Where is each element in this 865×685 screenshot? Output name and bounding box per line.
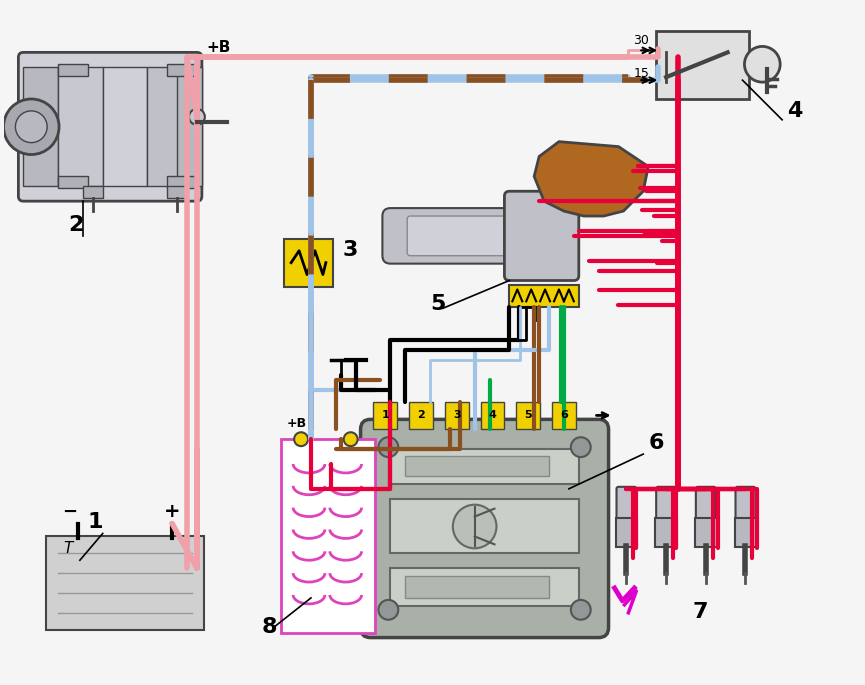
Bar xyxy=(516,401,540,429)
Circle shape xyxy=(3,99,59,155)
Text: −: − xyxy=(62,503,78,521)
Bar xyxy=(58,176,88,188)
Text: 4: 4 xyxy=(489,410,497,421)
Bar xyxy=(390,568,579,606)
Circle shape xyxy=(343,432,357,446)
Bar xyxy=(281,439,375,633)
Text: 7: 7 xyxy=(693,601,708,622)
Text: +B: +B xyxy=(207,40,231,55)
Bar xyxy=(58,64,88,76)
Text: 6: 6 xyxy=(648,433,663,453)
Text: 15: 15 xyxy=(633,67,650,80)
Bar xyxy=(374,401,397,429)
Text: 1: 1 xyxy=(381,410,389,421)
Circle shape xyxy=(571,437,591,457)
Text: 6: 6 xyxy=(560,410,567,421)
Circle shape xyxy=(453,505,497,548)
Text: 30: 30 xyxy=(633,34,650,47)
Text: 4: 4 xyxy=(787,101,803,121)
FancyBboxPatch shape xyxy=(616,518,638,547)
Bar xyxy=(167,186,187,198)
Bar xyxy=(58,67,103,186)
Bar xyxy=(509,286,579,308)
Bar xyxy=(405,576,549,598)
FancyBboxPatch shape xyxy=(657,487,676,521)
Circle shape xyxy=(379,437,398,457)
Bar xyxy=(405,456,549,476)
FancyBboxPatch shape xyxy=(734,518,756,547)
Circle shape xyxy=(16,111,48,142)
Circle shape xyxy=(379,600,398,620)
Bar xyxy=(167,64,197,76)
FancyBboxPatch shape xyxy=(655,518,677,547)
Polygon shape xyxy=(535,142,648,216)
Bar xyxy=(552,401,576,429)
Bar xyxy=(83,186,103,198)
FancyBboxPatch shape xyxy=(18,52,202,201)
FancyBboxPatch shape xyxy=(407,216,522,256)
Bar xyxy=(390,449,579,484)
Text: 2: 2 xyxy=(68,215,83,235)
Circle shape xyxy=(571,600,591,620)
FancyBboxPatch shape xyxy=(504,191,579,280)
Text: 5: 5 xyxy=(430,295,445,314)
Bar xyxy=(167,176,197,188)
FancyBboxPatch shape xyxy=(285,239,333,288)
Circle shape xyxy=(745,47,780,82)
Bar xyxy=(409,401,433,429)
Bar xyxy=(103,67,147,186)
FancyBboxPatch shape xyxy=(361,419,609,638)
FancyBboxPatch shape xyxy=(695,518,717,547)
FancyBboxPatch shape xyxy=(382,208,542,264)
FancyBboxPatch shape xyxy=(46,536,204,630)
Bar xyxy=(177,67,202,186)
Text: 2: 2 xyxy=(417,410,425,421)
Circle shape xyxy=(189,109,205,125)
Text: 3: 3 xyxy=(343,240,358,260)
Bar xyxy=(23,67,58,186)
FancyBboxPatch shape xyxy=(657,31,749,99)
Bar xyxy=(390,499,579,553)
FancyBboxPatch shape xyxy=(695,487,715,521)
Text: 5: 5 xyxy=(524,410,532,421)
Bar xyxy=(147,67,182,186)
Text: +B: +B xyxy=(286,417,306,430)
FancyBboxPatch shape xyxy=(617,487,637,521)
Text: 1: 1 xyxy=(88,512,103,532)
FancyBboxPatch shape xyxy=(735,487,755,521)
Text: 8: 8 xyxy=(261,616,277,636)
Text: 3: 3 xyxy=(453,410,461,421)
Text: T: T xyxy=(63,541,73,556)
Circle shape xyxy=(294,432,308,446)
Text: +: + xyxy=(163,501,181,521)
Bar xyxy=(481,401,504,429)
Bar xyxy=(445,401,469,429)
